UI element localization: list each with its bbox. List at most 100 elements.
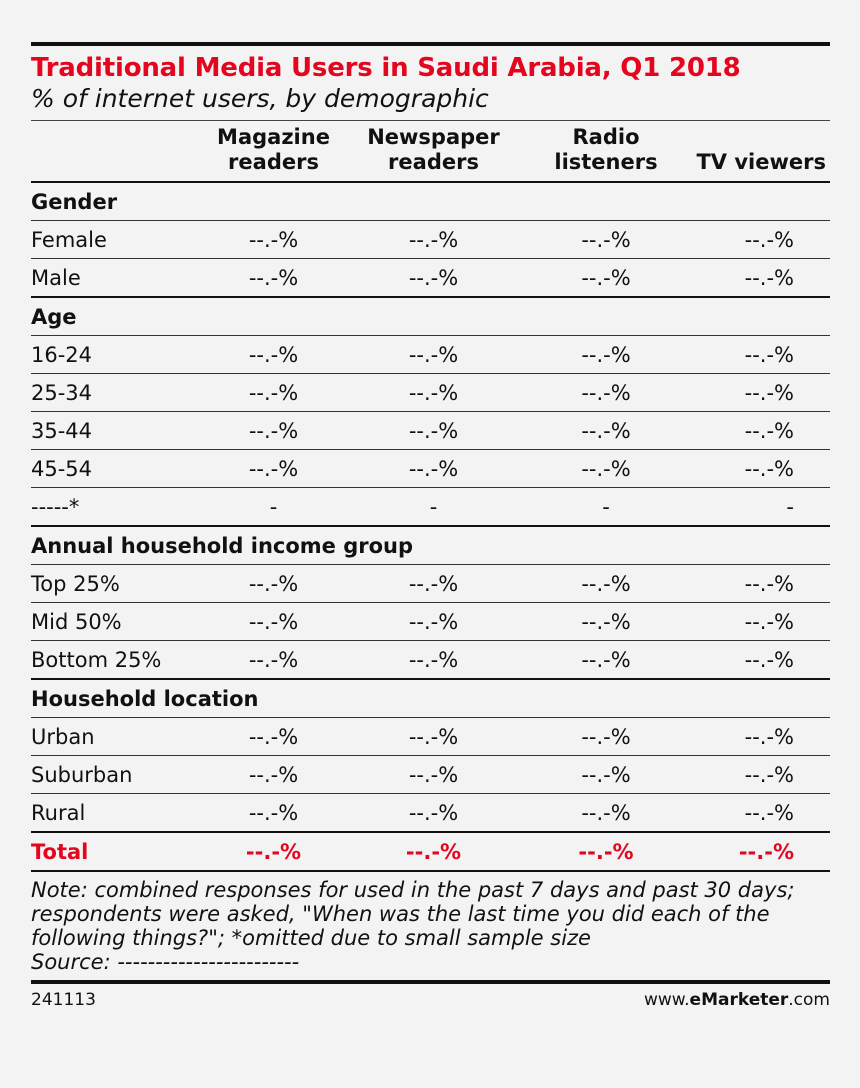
group-header-row: Age: [31, 296, 830, 336]
brand-prefix: www.: [643, 990, 690, 1010]
chart-title: Traditional Media Users in Saudi Arabia,…: [31, 53, 741, 83]
value-cell: --.-%: [691, 258, 830, 297]
value-cell: --.-%: [691, 717, 830, 756]
table-row: -----* - - - -: [31, 487, 830, 526]
value-cell: --.-%: [346, 717, 521, 756]
group-label: Annual household income group: [31, 525, 830, 565]
value-cell: -: [201, 487, 346, 526]
group-label: Household location: [31, 678, 830, 718]
top-rule: [31, 42, 830, 46]
row-label: Suburban: [31, 755, 201, 794]
value-cell: --.-%: [521, 793, 691, 832]
value-cell: --.-%: [521, 564, 691, 603]
brand-link[interactable]: www.eMarketer.com: [644, 990, 830, 1010]
table-row: Rural --.-% --.-% --.-% --.-%: [31, 793, 830, 832]
value-cell: --.-%: [346, 793, 521, 832]
value-cell: --.-%: [346, 449, 521, 488]
chart-id: 241113: [31, 990, 96, 1010]
value-cell: --.-%: [521, 602, 691, 641]
bottom-rule: [31, 980, 830, 984]
value-cell: --.-%: [521, 449, 691, 488]
total-value-cell: --.-%: [346, 831, 521, 870]
value-cell: --.-%: [691, 564, 830, 603]
row-label: Urban: [31, 717, 201, 756]
column-header: Magazine readers: [217, 125, 330, 174]
value-cell: --.-%: [201, 258, 346, 297]
value-cell: --.-%: [691, 373, 830, 412]
column-header: Newspaper readers: [367, 125, 500, 174]
value-cell: --.-%: [201, 449, 346, 488]
value-cell: --.-%: [691, 793, 830, 832]
value-cell: --.-%: [521, 335, 691, 374]
total-value-cell: --.-%: [521, 831, 691, 870]
value-cell: --.-%: [201, 373, 346, 412]
row-label: Male: [31, 258, 201, 297]
table-row: 16-24 --.-% --.-% --.-% --.-%: [31, 335, 830, 374]
row-label: Top 25%: [31, 564, 201, 603]
value-cell: --.-%: [346, 640, 521, 679]
value-cell: -: [346, 487, 521, 526]
value-cell: --.-%: [346, 258, 521, 297]
table-row: Top 25% --.-% --.-% --.-% --.-%: [31, 564, 830, 603]
value-cell: --.-%: [346, 602, 521, 641]
value-cell: --.-%: [521, 717, 691, 756]
value-cell: --.-%: [346, 373, 521, 412]
value-cell: --.-%: [201, 564, 346, 603]
group-label: Gender: [31, 181, 830, 221]
value-cell: --.-%: [521, 640, 691, 679]
column-header-row: Magazine readers Newspaper readers Radio…: [31, 121, 830, 182]
source-line: Source: ------------------------: [31, 950, 300, 974]
row-label: 16-24: [31, 335, 201, 374]
total-value-cell: --.-%: [201, 831, 346, 870]
value-cell: --.-%: [201, 602, 346, 641]
value-cell: --.-%: [691, 755, 830, 794]
row-label: 25-34: [31, 373, 201, 412]
group-header-row: Household location: [31, 678, 830, 718]
row-label: -----*: [31, 487, 201, 526]
value-cell: --.-%: [201, 755, 346, 794]
table-body: Gender Female --.-% --.-% --.-% --.-% Male --.-…: [31, 181, 830, 870]
column-header: Radio listeners: [554, 125, 658, 174]
chart-note: Note: combined responses for used in the…: [31, 870, 830, 974]
value-cell: --.-%: [201, 717, 346, 756]
row-label: Bottom 25%: [31, 640, 201, 679]
value-cell: --.-%: [521, 373, 691, 412]
footer: 241113 www.eMarketer.com: [31, 984, 830, 1010]
group-label: Age: [31, 296, 830, 336]
value-cell: --.-%: [346, 220, 521, 259]
table-row: Male --.-% --.-% --.-% --.-%: [31, 258, 830, 297]
total-row: Total --.-% --.-% --.-% --.-%: [31, 831, 830, 870]
table-row: Bottom 25% --.-% --.-% --.-% --.-%: [31, 640, 830, 679]
note-line: following things?"; *omitted due to smal…: [31, 926, 591, 950]
chart-subtitle: % of internet users, by demographic: [31, 84, 489, 113]
value-cell: --.-%: [346, 564, 521, 603]
value-cell: --.-%: [691, 220, 830, 259]
value-cell: --.-%: [201, 335, 346, 374]
row-label: Rural: [31, 793, 201, 832]
total-label: Total: [31, 831, 201, 870]
column-header: TV viewers: [696, 150, 826, 174]
note-line: Note: combined responses for used in the…: [31, 878, 795, 902]
row-label: Female: [31, 220, 201, 259]
value-cell: --.-%: [346, 335, 521, 374]
table-row: 25-34 --.-% --.-% --.-% --.-%: [31, 373, 830, 412]
value-cell: --.-%: [201, 411, 346, 450]
value-cell: -: [691, 487, 830, 526]
value-cell: --.-%: [691, 411, 830, 450]
value-cell: --.-%: [201, 220, 346, 259]
value-cell: --.-%: [346, 755, 521, 794]
total-value-cell: --.-%: [691, 831, 830, 870]
group-header-row: Gender: [31, 181, 830, 221]
brand-suffix: .com: [788, 990, 830, 1010]
table-row: 35-44 --.-% --.-% --.-% --.-%: [31, 411, 830, 450]
table-row: 45-54 --.-% --.-% --.-% --.-%: [31, 449, 830, 488]
header-rule: [31, 120, 830, 121]
row-label: 45-54: [31, 449, 201, 488]
row-label-header: [31, 121, 201, 182]
value-cell: --.-%: [691, 449, 830, 488]
value-cell: --.-%: [691, 640, 830, 679]
table-row: Urban --.-% --.-% --.-% --.-%: [31, 717, 830, 756]
brand-name: eMarketer: [689, 990, 789, 1010]
value-cell: --.-%: [201, 793, 346, 832]
value-cell: --.-%: [521, 258, 691, 297]
